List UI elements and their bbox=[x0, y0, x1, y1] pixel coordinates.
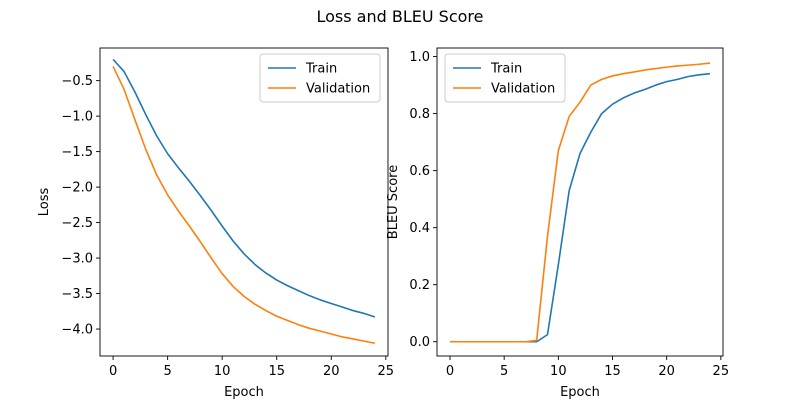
series-line-validation bbox=[112, 66, 376, 345]
y-tick-label: −3.0 bbox=[61, 252, 93, 267]
x-tick-label: 15 bbox=[604, 364, 621, 379]
x-tick-label: 20 bbox=[323, 364, 340, 379]
x-axis-label: Epoch bbox=[560, 385, 600, 400]
x-tick-label: 10 bbox=[550, 364, 567, 379]
legend: Train Validation bbox=[444, 53, 566, 103]
y-tick-label: 0.8 bbox=[409, 107, 430, 122]
y-tick-label: 1.0 bbox=[409, 50, 430, 65]
x-tick-label: 25 bbox=[378, 364, 395, 379]
x-tick-label: 5 bbox=[163, 364, 171, 379]
x-tick-label: 10 bbox=[214, 364, 231, 379]
series-line-validation bbox=[450, 62, 711, 343]
x-tick-label: 20 bbox=[658, 364, 675, 379]
x-tick-label: 0 bbox=[446, 364, 454, 379]
y-tick-label: −3.5 bbox=[61, 287, 93, 302]
axes-frame bbox=[436, 47, 724, 357]
legend-box bbox=[444, 53, 566, 103]
legend-box bbox=[259, 53, 381, 103]
x-tick-label: 25 bbox=[713, 364, 730, 379]
y-tick-label: −1.0 bbox=[61, 110, 93, 125]
legend-label: Train bbox=[490, 62, 522, 77]
y-tick-label: −2.5 bbox=[61, 216, 93, 231]
x-tick-label: 5 bbox=[500, 364, 508, 379]
legend: Train Validation bbox=[259, 53, 381, 103]
series-line-train bbox=[450, 72, 711, 343]
y-tick-label: −1.5 bbox=[61, 145, 93, 160]
y-tick-label: 0.2 bbox=[409, 278, 430, 293]
legend-label: Train bbox=[305, 62, 337, 77]
legend-label: Validation bbox=[306, 82, 370, 97]
axes-frame bbox=[99, 47, 389, 357]
figure-title: Loss and BLEU Score bbox=[317, 7, 484, 26]
y-tick-label: −2.0 bbox=[61, 181, 93, 196]
series-line-train bbox=[112, 58, 376, 318]
y-tick-label: 0.0 bbox=[409, 335, 430, 350]
x-tick-label: 15 bbox=[268, 364, 285, 379]
y-tick-label: −0.5 bbox=[61, 74, 93, 89]
y-tick-label: −4.0 bbox=[61, 323, 93, 338]
subplot-2: 0 5 10 15 20 25 0.0 0.2 0.4 0.6 0.8 1.0 Epoch BLEU Sc… bbox=[386, 47, 730, 400]
y-tick-label: 0.6 bbox=[409, 164, 430, 179]
y-axis-label: Loss bbox=[37, 188, 52, 217]
x-axis-label: Epoch bbox=[224, 385, 264, 400]
subplots: 0 5 10 15 20 25 −4.0 −3.5 −3.0 −2.5 −2.0 −1.5 −1.0 −0… bbox=[37, 47, 730, 400]
y-axis-label: BLEU Score bbox=[386, 165, 401, 239]
subplot-1: 0 5 10 15 20 25 −4.0 −3.5 −3.0 −2.5 −2.0 −1.5 −1.0 −0… bbox=[37, 47, 395, 400]
legend-label: Validation bbox=[491, 82, 555, 97]
y-tick-label: 0.4 bbox=[409, 221, 430, 236]
x-tick-label: 0 bbox=[109, 364, 117, 379]
